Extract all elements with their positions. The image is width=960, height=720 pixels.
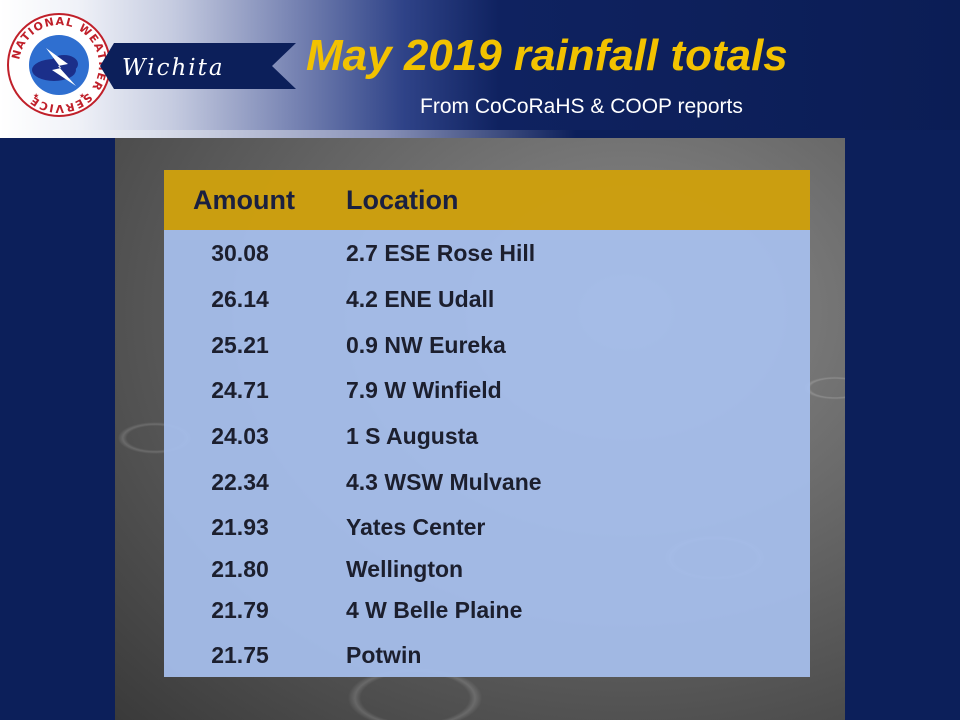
amount-cell: 24.03 xyxy=(211,423,269,449)
svg-text:★: ★ xyxy=(79,92,85,100)
table-row: 21.93 Yates Center xyxy=(164,507,810,547)
location-cell: 0.9 NW Eureka xyxy=(346,332,506,358)
rainfall-table: Amount Location 30.08 2.7 ESE Rose Hill … xyxy=(164,170,810,677)
office-name: Wichita xyxy=(122,55,225,81)
table-row: 21.75 Potwin xyxy=(164,635,810,675)
location-cell: Yates Center xyxy=(346,514,486,540)
amount-cell: 25.21 xyxy=(211,332,269,358)
table-row: 26.14 4.2 ENE Udall xyxy=(164,279,810,319)
amount-cell: 30.08 xyxy=(211,240,269,266)
table-row: 21.80 Wellington xyxy=(164,549,810,589)
amount-cell: 22.34 xyxy=(211,469,269,495)
amount-cell: 24.71 xyxy=(211,377,269,403)
location-cell: 4.2 ENE Udall xyxy=(346,286,495,312)
table-row: 21.79 4 W Belle Plaine xyxy=(164,590,810,630)
column-header-amount: Amount xyxy=(193,185,295,215)
table-row: 22.34 4.3 WSW Mulvane xyxy=(164,462,810,502)
page-title: May 2019 rainfall totals xyxy=(306,31,788,80)
location-cell: Potwin xyxy=(346,642,422,668)
amount-cell: 21.93 xyxy=(211,514,269,540)
column-header-location: Location xyxy=(346,185,459,215)
svg-text:★: ★ xyxy=(33,92,39,100)
nws-logo-icon: NATIONAL WEATHER SERVICE ★ ★ xyxy=(7,13,111,117)
amount-cell: 21.79 xyxy=(211,597,269,623)
table-row: 24.71 7.9 W Winfield xyxy=(164,370,810,410)
location-cell: 4.3 WSW Mulvane xyxy=(346,469,542,495)
amount-cell: 26.14 xyxy=(211,286,269,312)
page-subtitle: From CoCoRaHS & COOP reports xyxy=(420,95,743,118)
location-cell: 7.9 W Winfield xyxy=(346,377,502,403)
office-banner-shape xyxy=(100,43,296,89)
table-row: 30.08 2.7 ESE Rose Hill xyxy=(164,233,810,273)
amount-cell: 21.80 xyxy=(211,556,269,582)
location-cell: 1 S Augusta xyxy=(346,423,479,449)
location-cell: Wellington xyxy=(346,556,464,582)
table-header: Amount Location xyxy=(164,170,810,230)
location-cell: 2.7 ESE Rose Hill xyxy=(346,240,536,266)
table-row: 25.21 0.9 NW Eureka xyxy=(164,325,810,365)
table-row: 24.03 1 S Augusta xyxy=(164,416,810,456)
table-body: 30.08 2.7 ESE Rose Hill 26.14 4.2 ENE Ud… xyxy=(164,230,810,677)
header-divider xyxy=(0,130,960,138)
amount-cell: 21.75 xyxy=(211,642,269,668)
location-cell: 4 W Belle Plaine xyxy=(346,597,523,623)
